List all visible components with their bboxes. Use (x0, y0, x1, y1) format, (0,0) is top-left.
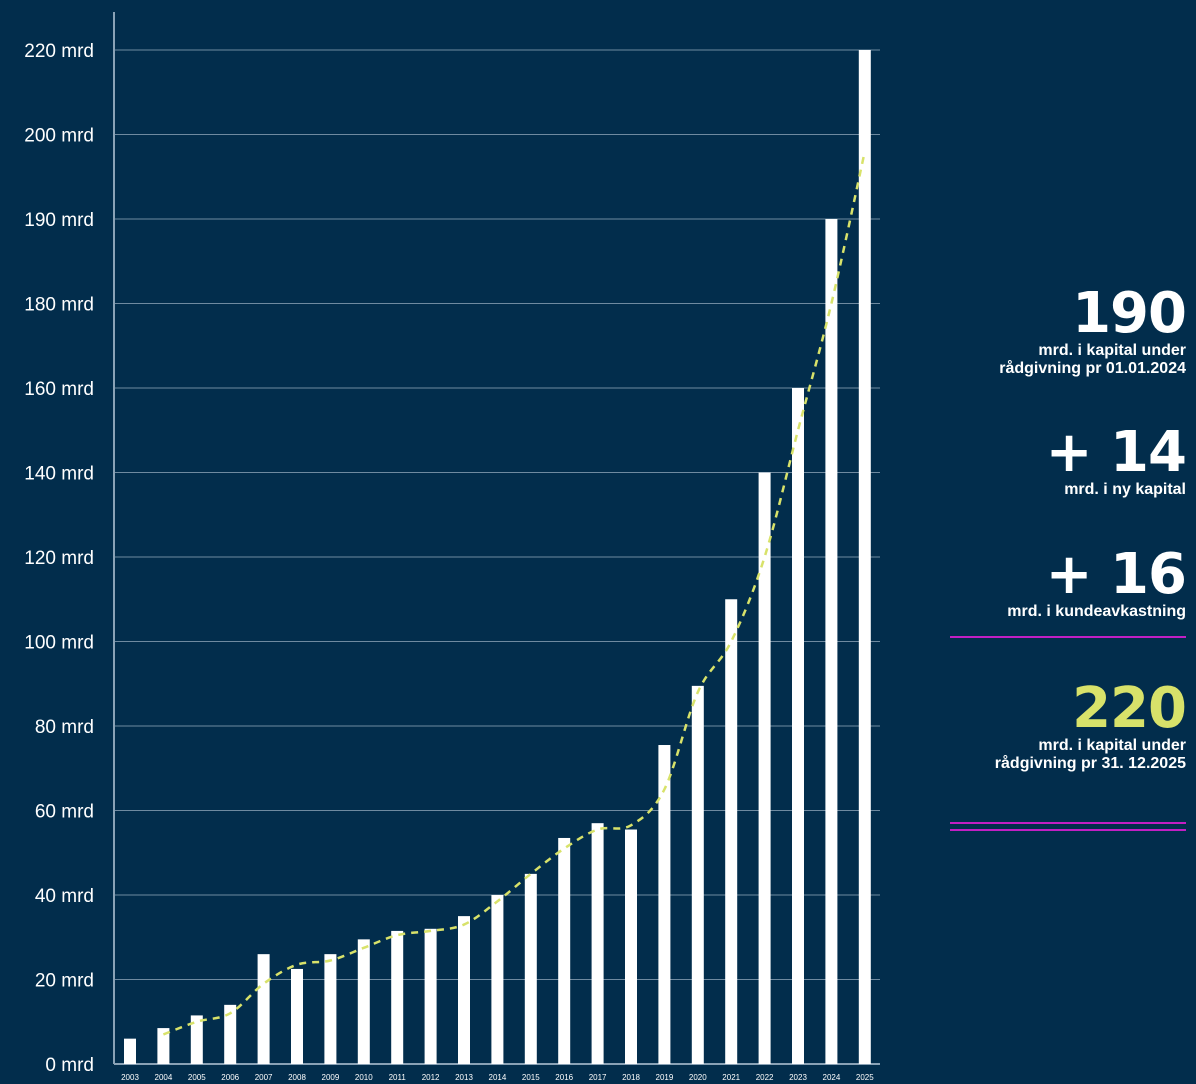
bar-2023 (792, 388, 804, 1064)
y-tick-label: 160 mrd (24, 379, 94, 400)
x-tick-label: 2013 (455, 1073, 473, 1082)
stat-returns-value: + 16 (1045, 542, 1187, 607)
bars (124, 50, 871, 1064)
y-tick-label: 40 mrd (35, 886, 94, 907)
x-tick-label: 2018 (622, 1073, 640, 1082)
stat-new-capital-value: + 14 (1045, 420, 1187, 485)
stat-total-value: 220 (1072, 676, 1187, 741)
x-tick-label: 2006 (221, 1073, 239, 1082)
trend-line (162, 151, 867, 1036)
bar-2011 (391, 930, 404, 1064)
bar-2006 (224, 1004, 237, 1064)
stat-returns-caption: mrd. i kundeavkastning (1007, 603, 1186, 620)
bar-2004 (157, 1028, 170, 1064)
divider-line (950, 636, 1186, 638)
bar-2003 (124, 1038, 136, 1064)
x-tick-label: 2014 (489, 1073, 507, 1082)
x-tick-label: 2004 (155, 1073, 173, 1082)
stat-total: 220 mrd. i kapital under rådgivning pr 3… (994, 676, 1187, 773)
stat-start-caption-1: mrd. i kapital under (1038, 342, 1186, 359)
bar-2025 (858, 50, 871, 1064)
x-tick-label: 2015 (522, 1073, 540, 1082)
bar-2005 (190, 1015, 203, 1064)
x-tick-label: 2003 (121, 1073, 139, 1082)
x-tick-label: 2023 (789, 1073, 807, 1082)
x-tick-label: 2007 (255, 1073, 273, 1082)
bar-2007 (257, 954, 270, 1064)
bar-2020 (691, 685, 704, 1064)
x-tick-label: 2022 (756, 1073, 774, 1082)
bar-2009 (324, 954, 337, 1064)
bar-2016 (558, 837, 571, 1064)
y-tick-label: 190 mrd (24, 210, 94, 231)
y-tick-label: 220 mrd (24, 41, 94, 62)
gridlines (114, 49, 880, 980)
bar-2021 (725, 599, 738, 1064)
bar-2017 (591, 823, 604, 1064)
x-tick-label: 2011 (389, 1073, 407, 1082)
y-tick-label: 0 mrd (45, 1055, 94, 1076)
y-tick-label: 200 mrd (24, 126, 94, 147)
x-tick-label: 2017 (589, 1073, 607, 1082)
bar-2014 (491, 895, 504, 1064)
y-tick-label: 80 mrd (35, 717, 94, 738)
bar-2008 (291, 968, 303, 1064)
stat-start-value: 190 (1072, 281, 1187, 346)
stat-total-caption-1: mrd. i kapital under (1038, 737, 1186, 754)
x-tick-label: 2016 (555, 1073, 573, 1082)
bar-2022 (758, 472, 771, 1064)
x-tick-label: 2012 (422, 1073, 440, 1082)
y-tick-label: 120 mrd (24, 548, 94, 569)
x-tick-label: 2005 (188, 1073, 206, 1082)
y-tick-label: 20 mrd (35, 971, 94, 992)
x-tick-label: 2009 (322, 1073, 340, 1082)
bar-2018 (625, 829, 637, 1064)
stat-new-capital: + 14 mrd. i ny kapital (1045, 420, 1187, 499)
stat-new-capital-caption: mrd. i ny kapital (1064, 481, 1186, 498)
bar-2010 (357, 939, 370, 1064)
x-tick-label: 2021 (722, 1073, 740, 1082)
x-axis-ticks: 2003 2004 2005 2006 2007 2008 2009 2010 2011 2012… (121, 1073, 874, 1082)
x-tick-label: 2024 (823, 1073, 841, 1082)
double-divider-top (950, 822, 1186, 824)
x-tick-label: 2025 (856, 1073, 874, 1082)
y-tick-label: 180 mrd (24, 295, 94, 316)
bar-2015 (524, 873, 537, 1064)
y-axis-ticks: 0 mrd 20 mrd 40 mrd 60 mrd 80 mrd 100 mrd 120 … (24, 41, 94, 1076)
x-tick-label: 2010 (355, 1073, 373, 1082)
stat-start-caption-2: rådgivning pr 01.01.2024 (999, 360, 1186, 377)
stat-total-caption-2: rådgivning pr 31. 12.2025 (994, 755, 1186, 772)
x-tick-label: 2020 (689, 1073, 707, 1082)
x-tick-label: 2008 (288, 1073, 306, 1082)
bar-2012 (424, 928, 437, 1064)
y-tick-label: 100 mrd (24, 633, 94, 654)
y-tick-label: 60 mrd (35, 802, 94, 823)
stat-returns: + 16 mrd. i kundeavkastning (1007, 542, 1187, 621)
stat-start: 190 mrd. i kapital under rådgivning pr 0… (999, 281, 1187, 378)
bar-2019 (658, 745, 671, 1064)
summary-panel: 190 mrd. i kapital under rådgivning pr 0… (886, 0, 1187, 1084)
double-divider-bottom (950, 829, 1186, 831)
capital-bar-chart: 0 mrd 20 mrd 40 mrd 60 mrd 80 mrd 100 mrd 120 … (24, 12, 880, 1082)
y-tick-label: 140 mrd (24, 464, 94, 485)
bar-2013 (458, 916, 470, 1064)
bar-2024 (825, 219, 838, 1064)
x-tick-label: 2019 (656, 1073, 674, 1082)
